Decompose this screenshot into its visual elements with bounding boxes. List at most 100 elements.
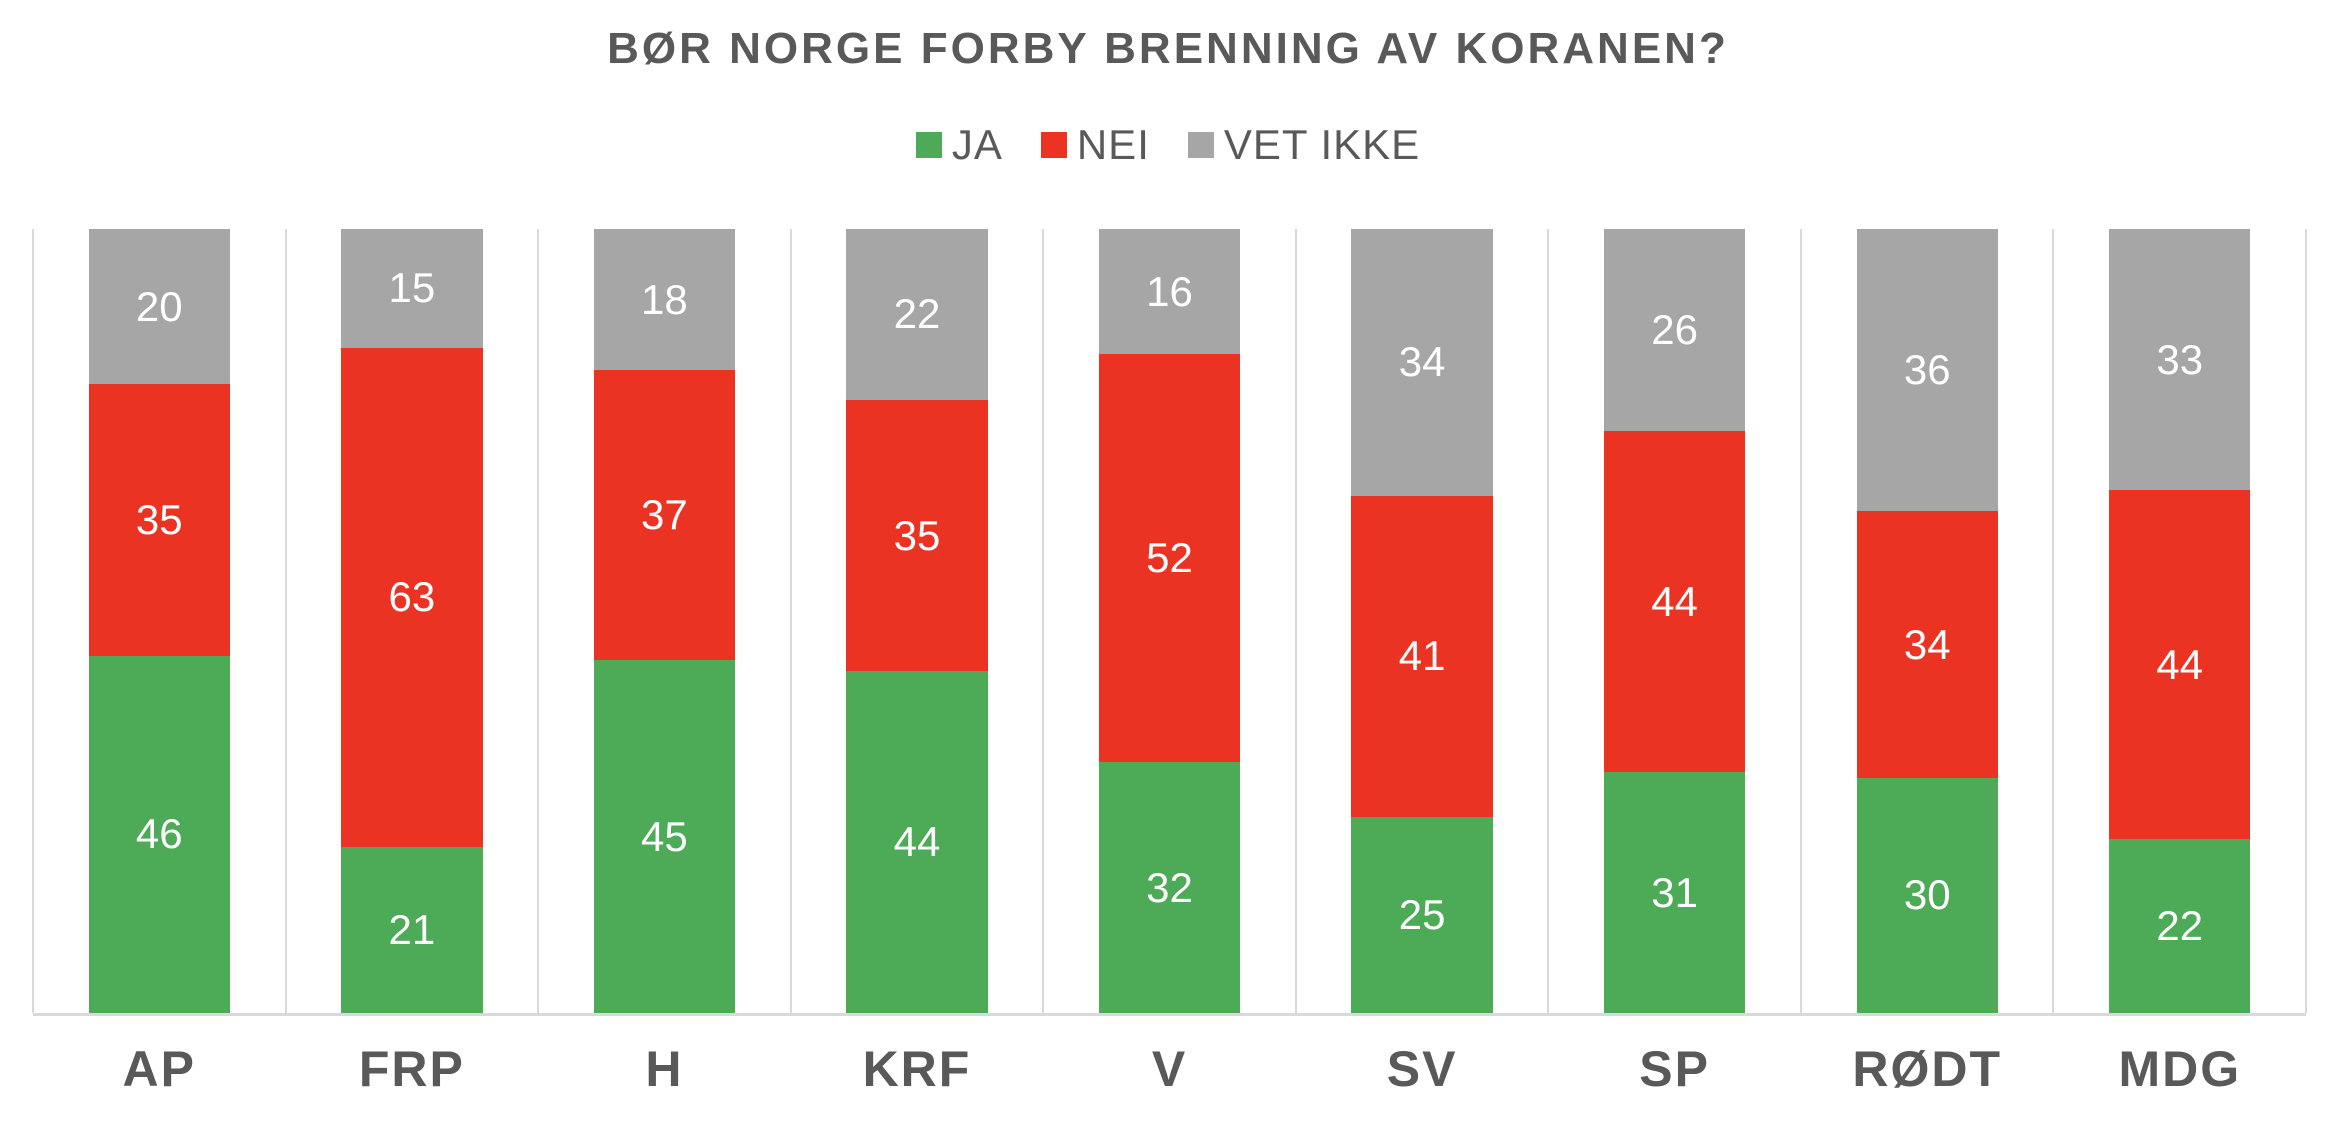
bar-segment-vet-ikke: 34 — [1351, 229, 1493, 496]
legend-label-vet-ikke: VET IKKE — [1223, 121, 1421, 168]
value-label: 52 — [1146, 534, 1193, 582]
value-label: 44 — [2156, 640, 2204, 688]
bar-segment-vet-ikke: 26 — [1603, 229, 1746, 431]
bar-segment-nei: 44 — [1603, 430, 1746, 773]
bar-column-h: 18 37 45 — [538, 229, 791, 1013]
legend-item-nei: NEI — [1040, 121, 1150, 168]
category-gridline — [537, 229, 540, 1013]
bar-column-rødt: 36 34 30 — [1801, 229, 2054, 1013]
value-label: 45 — [641, 812, 688, 860]
value-label: 35 — [135, 496, 183, 544]
bar-column-krf: 22 35 44 — [791, 229, 1044, 1013]
value-label: 32 — [1146, 863, 1193, 911]
legend-label-ja: JA — [951, 121, 1003, 168]
stacked-bar: 26 44 31 — [1603, 229, 1746, 1013]
category-gridline — [2305, 229, 2307, 1013]
x-axis-label-h: H — [645, 1041, 684, 1097]
value-label: 41 — [1398, 632, 1446, 680]
x-axis-label-ap: AP — [122, 1041, 197, 1097]
value-label: 22 — [2156, 901, 2204, 949]
category-gridline — [1547, 229, 1550, 1013]
value-label: 21 — [388, 905, 436, 953]
value-label: 37 — [641, 491, 688, 539]
value-label: 63 — [388, 573, 436, 621]
plot-area: 20 35 46 15 63 21 18 37 45 22 35 44 16 52 32 34 41 25 26 44… — [32, 229, 2307, 1016]
bar-column-frp: 15 63 21 — [286, 229, 539, 1013]
value-label: 44 — [893, 818, 941, 866]
bar-segment-nei: 41 — [1351, 495, 1493, 817]
bar-segment-ja: 30 — [1856, 777, 1998, 1013]
bar-segment-ja: 21 — [341, 846, 483, 1013]
value-label: 16 — [1146, 267, 1193, 315]
bar-segment-vet-ikke: 16 — [1098, 229, 1241, 355]
value-label: 26 — [1651, 305, 1698, 353]
legend-swatch-ja-icon — [915, 132, 942, 158]
category-gridline — [1042, 229, 1045, 1013]
bar-segment-ja: 31 — [1603, 772, 1746, 1013]
bar-segment-nei: 35 — [88, 384, 230, 656]
bar-segment-nei: 35 — [846, 399, 988, 672]
bar-segment-ja: 45 — [593, 660, 736, 1013]
bar-column-mdg: 33 44 22 — [2054, 229, 2307, 1013]
x-axis-label-v: V — [1151, 1041, 1188, 1097]
x-axis-label-krf: KRF — [862, 1041, 972, 1097]
category-gridline — [1294, 229, 1297, 1013]
stacked-bar: 20 35 46 — [88, 229, 230, 1013]
x-axis-label-frp: FRP — [358, 1041, 465, 1097]
bar-segment-ja: 46 — [88, 655, 230, 1013]
bar-segment-nei: 44 — [2109, 490, 2251, 839]
value-label: 30 — [1903, 871, 1951, 919]
stacked-bar: 33 44 22 — [2109, 229, 2251, 1013]
stacked-bar: 16 52 32 — [1098, 229, 1241, 1013]
legend: JA NEI VET IKKE — [0, 124, 2336, 166]
legend-item-vet-ikke: VET IKKE — [1187, 121, 1421, 168]
bar-segment-vet-ikke: 36 — [1856, 229, 1998, 512]
value-label: 22 — [893, 290, 941, 338]
stacked-bar: 22 35 44 — [846, 229, 988, 1013]
bar-segment-nei: 52 — [1098, 354, 1241, 763]
stacked-bar: 18 37 45 — [593, 229, 736, 1013]
value-label: 35 — [893, 511, 941, 559]
value-label: 44 — [1651, 577, 1698, 625]
x-axis-label-sv: SV — [1386, 1041, 1458, 1097]
bar-segment-vet-ikke: 20 — [88, 229, 230, 385]
value-label: 31 — [1651, 868, 1698, 916]
category-gridline — [284, 229, 287, 1013]
bar-segment-ja: 44 — [846, 671, 988, 1013]
value-label: 25 — [1398, 890, 1446, 938]
bar-segment-vet-ikke: 33 — [2109, 229, 2251, 491]
bar-segment-ja: 25 — [1351, 816, 1493, 1013]
bar-segment-vet-ikke: 18 — [593, 229, 736, 371]
value-label: 18 — [641, 275, 688, 323]
value-label: 34 — [1398, 338, 1446, 386]
legend-swatch-vet-ikke-icon — [1187, 132, 1214, 158]
bar-segment-vet-ikke: 15 — [341, 229, 483, 348]
bar-column-v: 16 52 32 — [1043, 229, 1296, 1013]
value-label: 46 — [135, 810, 183, 858]
stacked-bar: 36 34 30 — [1856, 229, 1998, 1013]
x-axis-label-mdg: MDG — [2118, 1041, 2242, 1097]
category-gridline — [1799, 229, 1802, 1013]
stacked-bar: 15 63 21 — [341, 229, 483, 1013]
bar-column-sv: 34 41 25 — [1296, 229, 1549, 1013]
category-gridline — [789, 229, 792, 1013]
bar-segment-ja: 22 — [2109, 838, 2251, 1013]
legend-label-nei: NEI — [1076, 121, 1150, 168]
bar-column-sp: 26 44 31 — [1548, 229, 1801, 1013]
legend-item-ja: JA — [915, 121, 1003, 168]
x-axis-labels: AP FRP H KRF V SV SP RØDT MDG — [33, 1042, 2306, 1097]
legend-swatch-nei-icon — [1040, 132, 1067, 158]
category-gridline — [2052, 229, 2055, 1013]
value-label: 33 — [2156, 335, 2204, 383]
bar-column-ap: 20 35 46 — [33, 229, 286, 1013]
value-label: 15 — [388, 264, 436, 312]
bar-segment-ja: 32 — [1098, 762, 1241, 1013]
category-gridline — [32, 229, 34, 1013]
value-label: 20 — [135, 282, 183, 330]
bar-segment-nei: 63 — [341, 347, 483, 847]
bar-segment-vet-ikke: 22 — [846, 229, 988, 400]
bar-segment-nei: 34 — [1856, 511, 1998, 778]
value-label: 34 — [1903, 620, 1951, 668]
x-axis-label-sp: SP — [1639, 1041, 1710, 1097]
